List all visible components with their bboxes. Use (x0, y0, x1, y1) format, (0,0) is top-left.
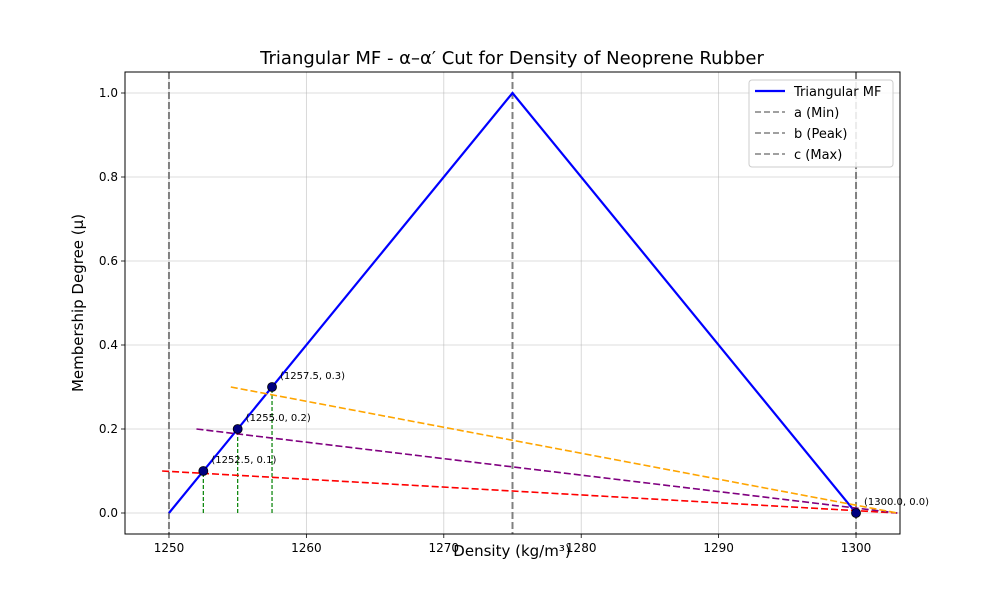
y-axis-label: Membership Degree (μ) (69, 214, 87, 392)
chart-title: Triangular MF - α–α′ Cut for Density of … (259, 48, 764, 69)
y-tick-label: 0.0 (99, 506, 118, 520)
point-annotation: (1300.0, 0.0) (864, 497, 929, 508)
axis-ticks: 1250 1260 1270 1280 1290 1300 0.0 0.2 0.4 0.6 0.8 1… (99, 86, 871, 555)
point-annotation: (1252.5, 0.1) (211, 455, 276, 466)
plot-frame (124, 71, 901, 535)
points-layer: (1252.5, 0.1) (1255.0, 0.2) (1257.5, 0.3) (… (198, 371, 929, 518)
series-layer (162, 91, 898, 514)
point-annotation: (1255.0, 0.2) (246, 413, 311, 424)
data-point (232, 424, 243, 434)
cut-line (230, 386, 898, 514)
legend-label: b (Peak) (794, 127, 847, 142)
legend-label: c (Max) (794, 148, 842, 163)
x-tick-label: 1300 (841, 541, 872, 555)
x-tick-label: 1280 (566, 541, 597, 555)
x-tick-label: 1260 (291, 541, 322, 555)
x-tick-label: 1250 (154, 541, 185, 555)
triangular-mf-line (168, 91, 857, 514)
legend-box (748, 79, 894, 168)
y-tick-label: 0.4 (99, 338, 118, 352)
x-tick-label: 1290 (703, 541, 734, 555)
legend: Triangular MF a (Min) b (Peak) c (Max) (748, 79, 894, 168)
data-point (267, 382, 277, 392)
data-point (198, 466, 209, 476)
y-tick-label: 1.0 (99, 86, 118, 100)
y-tick-label: 0.8 (99, 170, 118, 184)
y-tick-label: 0.6 (99, 254, 118, 268)
point-annotation: (1257.5, 0.3) (280, 371, 345, 382)
legend-label: a (Min) (794, 106, 839, 121)
cut-line (162, 470, 898, 514)
x-axis-label: Density (kg/m³) (453, 542, 570, 560)
x-tick-label: 1270 (429, 541, 460, 555)
y-tick-label: 0.2 (99, 422, 118, 436)
data-point (851, 508, 861, 518)
cut-line (196, 428, 898, 514)
legend-label: Triangular MF (793, 85, 881, 100)
